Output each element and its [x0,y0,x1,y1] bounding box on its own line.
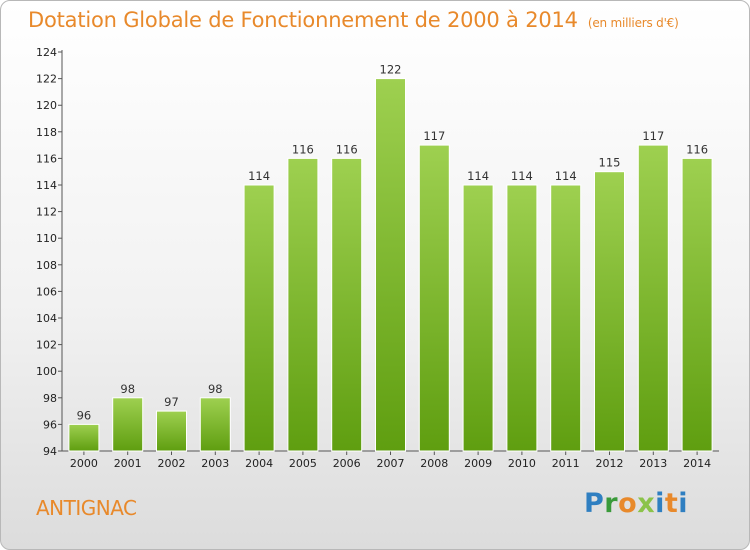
bar-2010 [506,184,538,452]
bar-value-label: 116 [336,142,358,156]
bar-value-label: 114 [467,169,489,183]
x-tick-label: 2005 [289,457,317,470]
bar-2012 [594,171,625,452]
chart-axes: 94 96 98 100 102 104 106 108 110 112 114 116 118 120 1… [36,46,719,470]
x-tick-label: 2006 [333,457,361,470]
bar-2007 [375,78,406,452]
bar-2009 [462,184,494,452]
logo-letter-r: r [604,488,619,519]
city-name: ANTIGNAC [36,496,137,520]
bar-value-label: 122 [380,63,402,77]
bar-value-label: 115 [599,156,621,170]
bar-2000 [68,423,100,452]
bar-2005 [287,157,319,452]
bar-value-label: 117 [423,129,445,143]
x-tick-label: 2000 [70,457,98,470]
bar-value-label: 117 [642,129,664,143]
bar-value-label: 98 [120,382,135,396]
bar-value-label: 114 [555,169,577,183]
y-tick-label: 124 [36,46,57,59]
bar-value-label: 116 [686,142,708,156]
y-tick-label: 114 [36,179,57,192]
bar-2014 [681,157,713,452]
chart-title-text: Dotation Globale de Fonctionnement de 20… [28,8,578,32]
x-tick-label: 2014 [683,457,711,470]
y-tick-label: 116 [36,152,57,165]
bar-2004 [243,184,275,452]
y-tick-label: 106 [36,285,57,298]
logo-letter-o: o [618,488,638,519]
x-tick-label: 2007 [377,457,405,470]
y-tick-label: 96 [43,418,57,431]
y-tick-label: 98 [43,392,57,405]
chart-title: Dotation Globale de Fonctionnement de 20… [28,8,679,32]
x-tick-label: 2012 [596,457,624,470]
bar-2011 [550,184,582,452]
bar-value-label: 114 [511,169,533,183]
y-tick-label: 102 [36,339,57,352]
chart-bars: 96 98 97 98 114 116 116 122 117 114 114 114 115 117 11… [68,63,713,452]
logo-letter-p: P [584,488,605,519]
proxiti-logo[interactable]: Proxiti [584,488,688,519]
x-tick-label: 2010 [508,457,536,470]
bar-2006 [331,157,363,452]
logo-letter-i2: i [678,488,689,519]
bar-value-label: 97 [164,395,179,409]
bar-2003 [199,397,231,452]
bar-value-label: 116 [292,142,314,156]
y-tick-label: 110 [36,232,57,245]
x-tick-label: 2001 [114,457,142,470]
bar-value-label: 96 [77,408,92,422]
logo-letter-i: i [655,488,665,519]
bar-value-label: 114 [248,169,270,183]
y-tick-label: 122 [36,73,57,86]
x-tick-label: 2004 [245,457,273,470]
y-tick-label: 120 [36,99,57,112]
x-tick-label: 2013 [639,457,667,470]
x-tick-label: 2011 [552,457,580,470]
x-tick-label: 2003 [201,457,229,470]
x-tick-label: 2009 [464,457,492,470]
chart-subtitle: (en milliers d'€) [587,16,679,30]
bar-2002 [156,410,187,452]
bar-2013 [637,144,669,452]
y-tick-label: 112 [36,206,57,219]
y-tick-label: 104 [36,312,57,325]
x-tick-label: 2002 [158,457,186,470]
y-tick-label: 100 [36,365,57,378]
logo-letter-x: x [637,488,656,519]
bar-value-label: 98 [208,382,223,396]
x-tick-label: 2008 [420,457,448,470]
y-tick-label: 94 [43,445,57,458]
y-tick-label: 108 [36,259,57,272]
y-tick-label: 118 [36,126,57,139]
bar-2001 [112,397,144,452]
logo-letter-t: t [664,488,679,519]
bar-2008 [418,144,450,452]
